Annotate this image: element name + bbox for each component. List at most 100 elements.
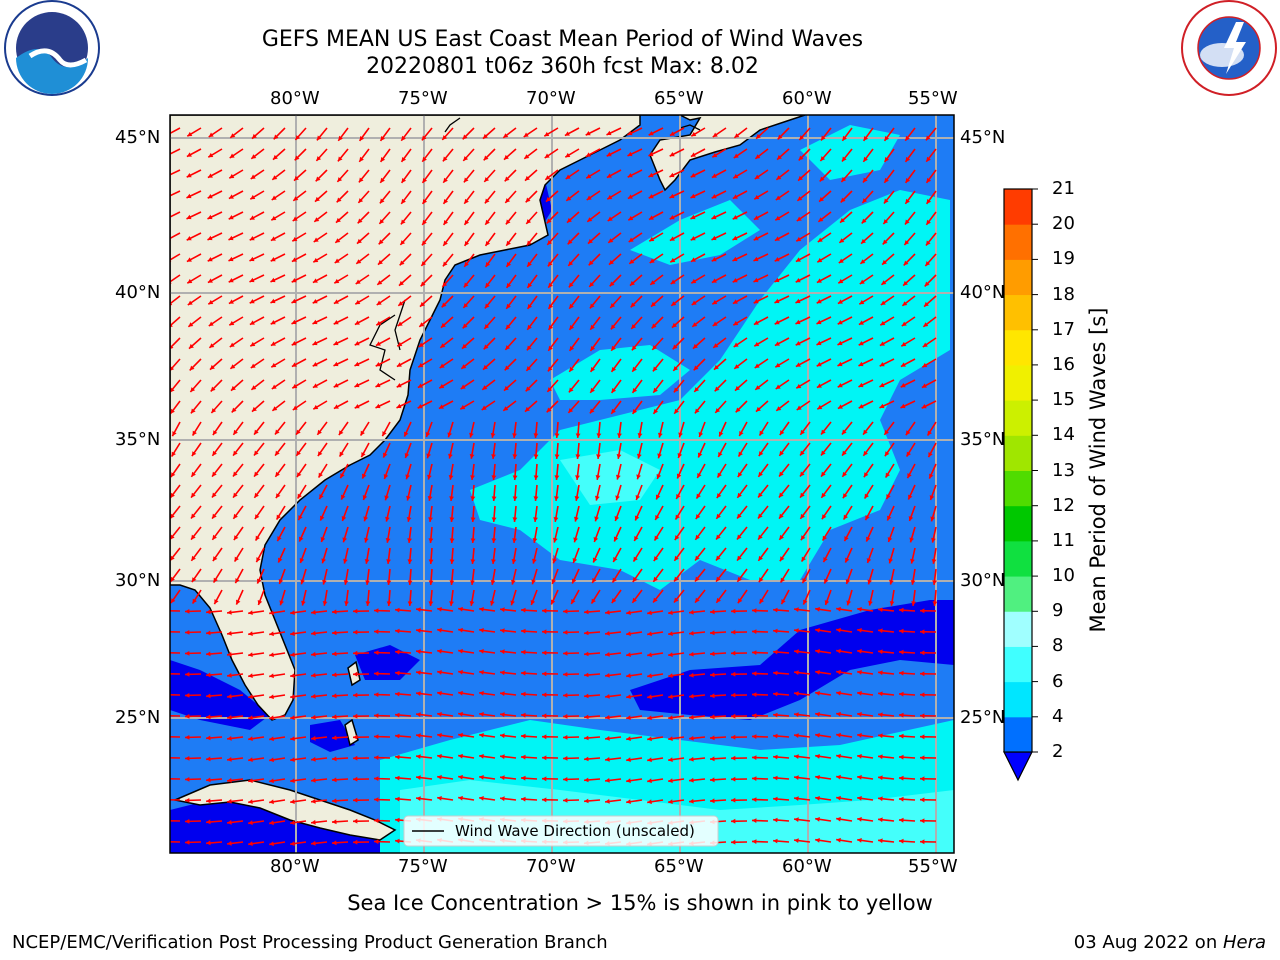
wind-arrow-head [752,608,757,613]
wind-arrow-head [188,322,194,327]
wind-arrow-head [269,757,274,763]
wind-arrow-head [714,386,720,392]
wind-arrow-head [227,694,232,699]
wind-arrow-head [440,343,446,348]
wind-arrow-head [500,628,505,634]
wind-arrow-head [425,432,431,437]
wind-arrow-head [185,651,190,656]
wind-arrow-head [374,629,379,634]
wind-arrow-head [863,156,868,162]
wind-arrow-head [293,196,299,201]
wind-arrow-head [344,601,349,606]
wind-arrow-head [879,403,885,409]
wind-arrow-head [270,298,276,304]
wind-arrow-head [773,775,778,781]
wind-arrow-head [668,673,673,678]
wind-arrow-head [170,472,176,478]
wind-arrow-head [482,385,488,390]
wind-arrow-head [214,599,219,605]
wind-arrow-head [737,513,742,519]
wind-arrow-head [374,608,379,613]
wind-arrow-head [926,199,932,204]
wind-arrow-head [228,299,234,304]
wind-arrow-head [903,260,909,266]
wind-arrow-head [718,452,723,457]
wind-arrow-head [548,304,554,309]
wind-arrow-head [248,757,253,762]
wind-arrow-head [458,711,463,717]
wind-arrow-head [710,609,715,615]
wind-arrow-head [311,609,316,615]
wind-arrow-head [164,776,168,781]
wind-arrow-head [463,156,469,161]
wind-arrow-head [689,609,694,615]
wind-arrow-head [416,607,421,612]
wind-arrow-head [673,387,679,393]
wind-arrow-head [899,607,904,613]
graticule [170,115,954,853]
wind-arrow-head [426,453,431,459]
wind-arrow-head [208,299,214,305]
wind-arrow-head [374,776,379,781]
colorbar-tick-label: 20 [1052,213,1075,235]
wind-arrow-head [836,627,841,633]
wind-arrow-head [584,609,589,615]
wind-arrow-head [354,404,360,409]
wind-arrow-head [731,797,736,803]
wind-arrow-head [416,775,421,780]
wind-arrow-head [697,473,702,478]
wind-arrow-head [710,630,715,636]
wind-arrow-head [842,450,847,456]
wind-arrow-head [233,535,239,541]
wind-arrow-head [421,135,427,141]
wind-arrow-head [421,240,427,246]
wind-arrow-head [880,320,886,326]
wind-arrow-head [837,299,843,304]
wind-arrow-head [164,818,168,823]
wind-arrow-head [632,388,638,393]
wind-arrow-head [690,257,696,262]
sea-ice-note: Sea Ice Concentration > 15% is shown in … [347,891,933,915]
wind-arrow-head [483,133,488,139]
wind-arrow-head [491,559,496,564]
wind-arrow-head [416,712,421,717]
wind-arrow-head [884,429,889,435]
colorbar-segment [1004,470,1032,507]
wind-arrow-head [526,366,532,371]
wind-arrow-head [674,408,679,414]
wind-arrow-head [401,157,407,162]
wind-arrow-head [312,362,318,367]
wind-arrow-head [212,471,217,477]
wind-arrow-head [773,670,778,676]
wind-arrow-head [573,537,578,543]
wind-arrow-head [277,536,282,542]
wind-arrow-head [294,175,299,181]
wind-arrow-head [690,173,696,178]
wind-arrow-head [357,238,362,244]
wind-arrow-head [271,384,277,389]
wind-arrow-head [921,404,927,409]
wind-arrow-head [206,609,211,615]
wind-arrow-head [932,601,938,606]
wind-arrow-head [774,320,780,325]
wind-arrow-head [605,694,610,699]
wind-arrow-head [716,576,721,582]
wind-arrow-head [563,777,568,782]
wind-arrow-head [485,262,491,267]
wind-arrow-head [563,609,568,614]
lon-label-top: 75°W [398,88,448,109]
wind-arrow-head [668,610,673,615]
wind-arrow-head [269,778,274,784]
wind-arrow-head [354,320,360,325]
wind-arrow-head [710,735,715,741]
wind-arrow-head [385,516,390,522]
wind-arrow-head [779,450,784,456]
wind-arrow-head [734,133,740,138]
wind-arrow-head [213,577,218,583]
wind-arrow-head [524,154,530,159]
wind-arrow-head [270,341,276,346]
wind-arrow-head [185,798,190,803]
wind-arrow-head [359,136,365,141]
wind-arrow-head [836,669,841,675]
wind-arrow-head [190,408,196,414]
